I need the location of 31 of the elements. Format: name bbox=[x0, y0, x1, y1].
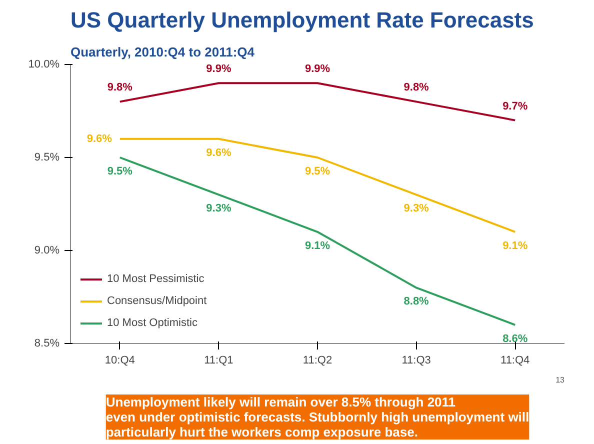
data-label: 9.7% bbox=[502, 100, 528, 112]
data-label: 9.8% bbox=[404, 82, 430, 94]
x-tick-label: 11:Q1 bbox=[204, 354, 234, 366]
text: Unemployment likely will remain over 8.5% through 2011 even under optimistic forecasts. Stubbornly high unemployment will particularly hurt the workers comp exposure base. bbox=[106, 394, 530, 440]
legend-label: 10 Most Optimistic bbox=[107, 317, 198, 329]
chart-title: US Quarterly Unemployment Rate Forecasts bbox=[70, 8, 534, 32]
data-label: 9.5% bbox=[107, 166, 133, 178]
x-tick-label: 10:Q4 bbox=[104, 354, 135, 366]
x-tick-label: 11:Q4 bbox=[500, 354, 530, 366]
text: 13 bbox=[556, 376, 566, 384]
data-label: 9.1% bbox=[304, 240, 330, 252]
legend-label: Consensus/Midpoint bbox=[107, 295, 207, 307]
chart-subtitle: Quarterly, 2010:Q4 to 2011:Q4 bbox=[70, 44, 256, 60]
x-tick-label: 11:Q2 bbox=[302, 354, 332, 366]
legend-label: 10 Most Pessimistic bbox=[107, 273, 204, 285]
y-tick-label: 8.5% bbox=[34, 338, 60, 350]
data-label: 9.9% bbox=[304, 63, 330, 76]
data-label: 9.6% bbox=[206, 146, 232, 159]
data-label: 9.1% bbox=[502, 240, 528, 252]
data-label: 9.3% bbox=[206, 202, 232, 215]
x-tick-label: 11:Q3 bbox=[402, 354, 431, 366]
y-tick-label: 9.0% bbox=[34, 244, 60, 256]
data-label: 9.5% bbox=[304, 166, 330, 178]
data-label: 9.6% bbox=[86, 132, 112, 145]
y-tick-label: 9.5% bbox=[34, 152, 60, 164]
data-label: 9.8% bbox=[107, 82, 133, 94]
data-label: 9.3% bbox=[404, 202, 430, 215]
data-label: 8.6% bbox=[502, 332, 528, 345]
y-tick-label: 10.0% bbox=[28, 58, 60, 70]
data-label: 9.9% bbox=[206, 63, 232, 76]
data-label: 8.8% bbox=[404, 296, 430, 308]
